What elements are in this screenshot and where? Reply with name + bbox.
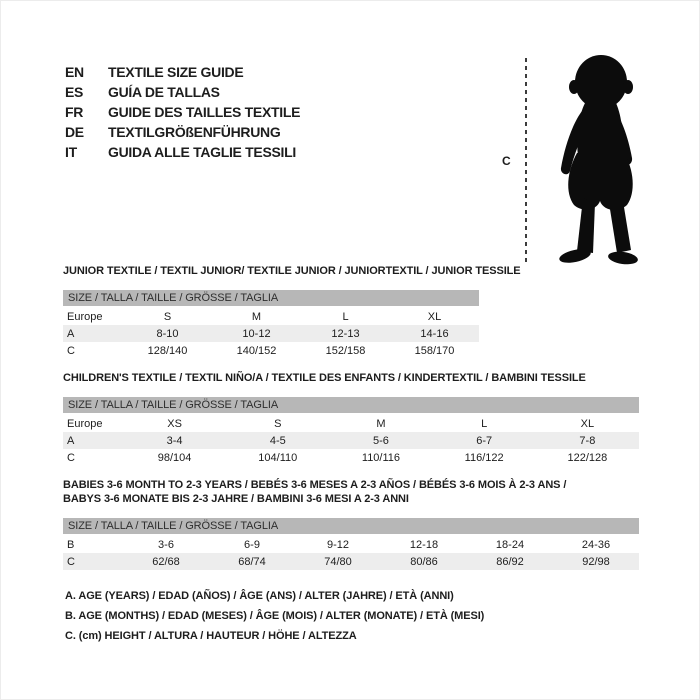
language-code: DE [65,124,84,140]
table-header-row: SIZE / TALLA / TAILLE / GRÖSSE / TAGLIA [63,290,479,308]
size-value: 3-6 [158,538,174,551]
language-row: IT GUIDA ALLE TAGLIE TESSILI [65,142,300,162]
row-label: A [63,325,123,342]
size-value: 4-5 [226,432,330,449]
legend-line: C. (cm) HEIGHT / ALTURA / HAUTEUR / HÖHE… [65,630,357,642]
row-label: A [63,432,123,449]
section-title-line: CHILDREN'S TEXTILE / TEXTIL NIÑO/A / TEX… [63,372,586,384]
toddler-silhouette-icon [559,55,638,265]
size-value: 18-24 [495,538,525,551]
size-value: 116/122 [464,451,504,464]
row-label: C [67,344,75,357]
language-row: DE TEXTILGRÖßENFÜHRUNG [65,122,300,142]
language-row: ES GUÍA DE TALLAS [65,82,300,102]
size-table: SIZE / TALLA / TAILLE / GRÖSSE / TAGLIA E… [63,290,479,359]
size-value: 98/104 [157,451,192,464]
height-measure-line [525,58,527,263]
size-value: 7-8 [535,432,639,449]
language-guide-title: GUÍA DE TALLAS [108,84,220,100]
language-guide-title: TEXTILGRÖßENFÜHRUNG [108,124,281,140]
language-code: EN [65,64,84,80]
size-value: 110/116 [361,451,401,464]
section-title: CHILDREN'S TEXTILE / TEXTIL NIÑO/A / TEX… [63,371,648,385]
section-title-line: BABYS 3-6 MONATE BIS 2-3 JAHRE / BAMBINI… [63,493,409,505]
row-label: C [63,553,123,570]
table-row: Europe XS S M L XL [63,415,639,432]
size-value: 6-7 [432,432,536,449]
size-value: 86/92 [467,553,553,570]
language-title-list: EN TEXTILE SIZE GUIDE ES GUÍA DE TALLAS FR GU… [65,62,300,162]
size-value: XS [167,417,182,430]
size-value: 152/158 [325,344,366,357]
size-value: 12-13 [301,325,390,342]
table-row: B 3-6 6-9 9-12 12-18 18-24 24-36 [63,536,639,553]
size-value: M [251,310,262,323]
size-value: 68/74 [209,553,295,570]
size-value: 3-4 [123,432,227,449]
language-guide-title: GUIDA ALLE TAGLIE TESSILI [108,144,296,160]
size-value: 14-16 [390,325,479,342]
size-value: 24-36 [581,538,611,551]
size-value: 62/68 [123,553,209,570]
size-value: 74/80 [295,553,381,570]
language-guide-title: GUIDE DES TAILLES TEXTILE [108,104,301,120]
table-header-row: SIZE / TALLA / TAILLE / GRÖSSE / TAGLIA [63,518,639,536]
table-header: SIZE / TALLA / TAILLE / GRÖSSE / TAGLIA [63,397,639,415]
size-value: L [481,417,488,430]
section-title-line: BABIES 3-6 MONTH TO 2-3 YEARS / BEBÉS 3-… [63,479,567,491]
height-measure-label: C [502,154,511,168]
size-value: 5-6 [329,432,433,449]
section-title: JUNIOR TEXTILE / TEXTIL JUNIOR/ TEXTILE … [63,264,648,278]
measurement-legend: A. AGE (YEARS) / EDAD (AÑOS) / ÂGE (ANS)… [65,586,484,646]
size-value: 12-18 [409,538,439,551]
size-value: XL [427,310,442,323]
section-title: BABIES 3-6 MONTH TO 2-3 YEARS / BEBÉS 3-… [63,478,648,506]
language-row: FR GUIDE DES TAILLES TEXTILE [65,102,300,122]
size-table: SIZE / TALLA / TAILLE / GRÖSSE / TAGLIA E… [63,397,639,466]
row-label: C [67,451,75,464]
language-code: ES [65,84,84,100]
size-value: 80/86 [381,553,467,570]
size-value: 92/98 [553,553,639,570]
size-value: XL [580,417,595,430]
legend-line: B. AGE (MONTHS) / EDAD (MESES) / ÂGE (MO… [65,610,485,622]
size-value: 158/170 [414,344,455,357]
size-value: 128/140 [147,344,188,357]
size-value: 104/110 [258,451,298,464]
size-value: M [376,417,386,430]
table-row: A 3-4 4-5 5-6 6-7 7-8 [63,432,639,449]
table-row: C 98/104 104/110 110/116 116/122 122/128 [63,449,639,466]
size-value: S [163,310,172,323]
size-value: 140/152 [236,344,277,357]
language-code: FR [65,104,84,120]
size-value: 6-9 [244,538,260,551]
size-section: BABIES 3-6 MONTH TO 2-3 YEARS / BEBÉS 3-… [63,478,648,570]
size-section: JUNIOR TEXTILE / TEXTIL JUNIOR/ TEXTILE … [63,264,648,359]
language-row: EN TEXTILE SIZE GUIDE [65,62,300,82]
language-guide-title: TEXTILE SIZE GUIDE [108,64,244,80]
language-code: IT [65,144,77,160]
table-row: C 128/140 140/152 152/158 158/170 [63,342,479,359]
row-label: Europe [67,310,103,323]
legend-line: A. AGE (YEARS) / EDAD (AÑOS) / ÂGE (ANS)… [65,590,454,602]
table-header: SIZE / TALLA / TAILLE / GRÖSSE / TAGLIA [63,290,479,308]
row-label: Europe [67,417,103,430]
size-value: L [342,310,349,323]
size-value: 8-10 [123,325,212,342]
row-label: B [67,538,75,551]
table-row: Europe S M L XL [63,308,479,325]
size-tables-area: JUNIOR TEXTILE / TEXTIL JUNIOR/ TEXTILE … [63,264,648,582]
size-value: 9-12 [326,538,350,551]
table-header: SIZE / TALLA / TAILLE / GRÖSSE / TAGLIA [63,518,639,536]
section-title-line: JUNIOR TEXTILE / TEXTIL JUNIOR/ TEXTILE … [63,265,521,277]
table-row: C 62/68 68/74 74/80 80/86 86/92 92/98 [63,553,639,570]
size-section: CHILDREN'S TEXTILE / TEXTIL NIÑO/A / TEX… [63,371,648,466]
size-table: SIZE / TALLA / TAILLE / GRÖSSE / TAGLIA B… [63,518,639,570]
size-value: 122/128 [567,451,608,464]
table-header-row: SIZE / TALLA / TAILLE / GRÖSSE / TAGLIA [63,397,639,415]
size-value: 10-12 [212,325,301,342]
size-value: S [274,417,282,430]
table-row: A 8-10 10-12 12-13 14-16 [63,325,479,342]
